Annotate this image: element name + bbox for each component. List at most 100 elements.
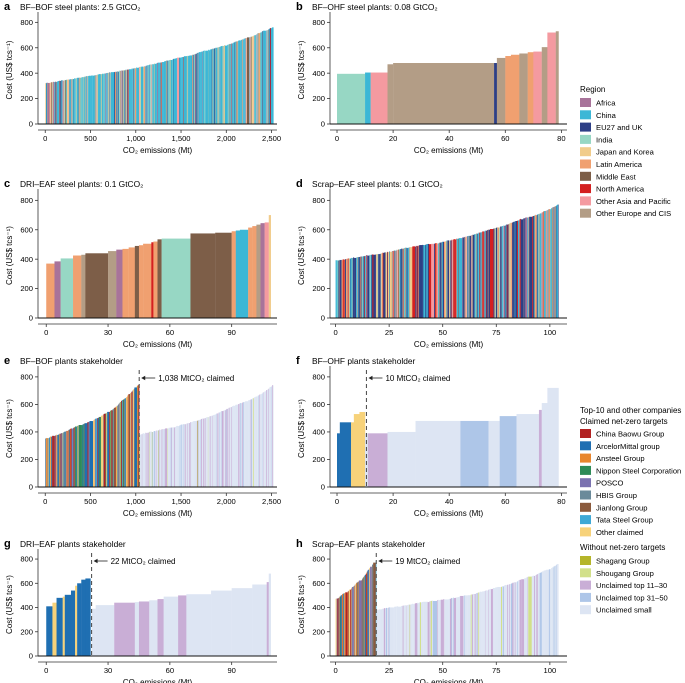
bar-d-206: [486, 230, 488, 318]
bar-a-54: [74, 78, 75, 124]
bar-e-192: [173, 427, 175, 487]
bar-a-317: [223, 45, 225, 124]
bar-a-11: [51, 82, 53, 124]
bar-e-289: [228, 408, 229, 487]
bar-h-179: [488, 589, 490, 656]
bar-c-2: [60, 258, 74, 318]
bar-d-147: [444, 241, 446, 318]
bar-e-339: [262, 392, 264, 487]
bar-d-110: [410, 247, 412, 318]
bar-d-133: [434, 243, 436, 318]
bar-e-43: [72, 428, 74, 487]
bar-a-378: [259, 32, 261, 124]
bar-h-77: [389, 607, 394, 656]
bar-a-336: [235, 41, 236, 124]
bar-e-262: [214, 414, 215, 487]
bar-a-270: [195, 53, 196, 124]
bar-h-204: [512, 582, 514, 656]
bar-e-267: [216, 413, 218, 487]
bar-d-111: [410, 247, 412, 318]
bar-e-83: [102, 414, 104, 487]
bar-a-88: [91, 75, 93, 124]
bar-e-189: [171, 427, 173, 487]
bar-f-8: [415, 420, 461, 487]
bar-e-344: [265, 391, 267, 487]
bar-h-89: [402, 605, 404, 656]
bar-a-64: [79, 77, 81, 124]
bar-a-289: [204, 51, 206, 124]
bar-a-82: [87, 76, 89, 124]
bar-h-31: [354, 584, 356, 656]
region-swatch-6: [580, 171, 591, 181]
bar-d-49: [370, 254, 372, 318]
xtick-label-b-4: 80: [557, 134, 565, 143]
bar-e-60: [84, 423, 87, 487]
bar-d-53: [374, 254, 376, 318]
bar-h-75: [388, 607, 389, 656]
bar-d-122: [419, 245, 423, 318]
bar-d-4: [338, 260, 340, 318]
bar-a-380: [261, 32, 262, 124]
bar-a-169: [138, 66, 140, 124]
bar-h-156: [472, 594, 473, 656]
bar-h-253: [554, 566, 555, 656]
bar-h-94: [407, 605, 408, 656]
bar-d-146: [443, 241, 445, 318]
bar-a-202: [156, 63, 158, 124]
bar-a-198: [153, 64, 155, 124]
bar-d-7: [340, 259, 342, 318]
xtick-label-e-5: 2,500: [262, 497, 281, 506]
bar-h-197: [506, 585, 508, 656]
bar-d-104: [405, 247, 407, 318]
bar-a-76: [85, 76, 86, 124]
bar-h-240: [542, 571, 544, 656]
bar-h-99: [411, 604, 413, 656]
region-legend-item-8: Other Asia and Pacific: [596, 197, 671, 206]
bar-a-153: [128, 69, 130, 124]
bar-d-134: [435, 243, 437, 318]
bar-a-330: [232, 43, 233, 124]
x-axis-label-g: CO₂ emissions (Mt): [123, 678, 193, 683]
xtick-label-b-3: 60: [501, 134, 509, 143]
bar-e-276: [221, 411, 222, 487]
bar-a-177: [144, 66, 146, 124]
bar-a-134: [119, 70, 121, 124]
bar-e-273: [219, 412, 221, 487]
bar-c-17: [190, 233, 216, 318]
bar-a-342: [238, 40, 240, 125]
bar-a-279: [199, 52, 201, 124]
bar-e-182: [164, 428, 166, 487]
bar-d-105: [406, 248, 408, 318]
bar-e-219: [188, 423, 190, 487]
bar-a-39: [66, 79, 68, 124]
bar-a-105: [102, 74, 103, 124]
bar-d-201: [483, 231, 485, 318]
bar-e-336: [260, 394, 262, 487]
bar-h-162: [475, 593, 477, 656]
bar-d-118: [417, 245, 419, 318]
bar-a-239: [174, 58, 176, 124]
bar-e-305: [239, 403, 240, 487]
bar-a-221: [165, 60, 167, 124]
bar-a-159: [133, 68, 134, 124]
bar-d-198: [481, 231, 483, 318]
bar-e-201: [178, 426, 180, 487]
bar-h-231: [536, 574, 538, 656]
bar-a-340: [237, 41, 239, 124]
bar-a-326: [230, 43, 232, 124]
bar-e-340: [263, 392, 264, 487]
bar-e-61: [86, 422, 88, 487]
bar-d-40: [364, 255, 365, 318]
bar-d-77: [389, 251, 393, 318]
bar-a-150: [127, 69, 129, 124]
bar-a-256: [188, 56, 189, 125]
bar-h-242: [543, 570, 545, 656]
bar-g-20: [211, 590, 232, 656]
bar-a-151: [128, 69, 129, 124]
bar-e-357: [271, 386, 273, 487]
bar-a-201: [154, 63, 157, 124]
bar-h-138: [453, 597, 455, 656]
bar-e-315: [245, 401, 249, 487]
bar-e-283: [225, 410, 226, 487]
bar-a-114: [106, 72, 108, 124]
